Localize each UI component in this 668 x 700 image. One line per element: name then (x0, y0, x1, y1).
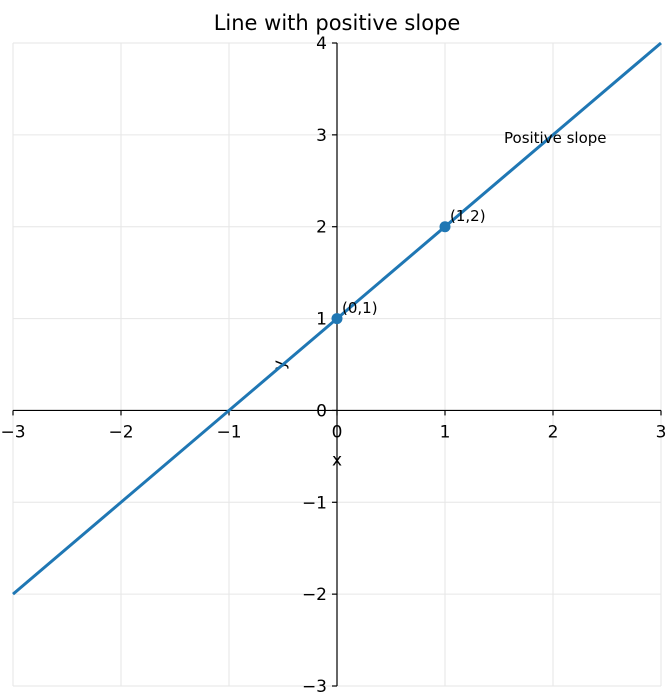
x-tick-label: −3 (0, 422, 25, 442)
x-tick-label: 3 (656, 422, 667, 442)
annotation: Positive slope (504, 129, 607, 147)
y-tick-label: 3 (316, 126, 327, 146)
y-tick-label: −2 (302, 585, 327, 605)
annotation: (1,2) (450, 207, 486, 225)
point (439, 221, 451, 233)
annotation: (0,1) (342, 299, 378, 317)
y-tick-label: −3 (302, 677, 327, 697)
chart-title: Line with positive slope (214, 11, 461, 35)
x-tick-label: 0 (332, 422, 343, 442)
x-tick-label: 1 (440, 422, 451, 442)
y-tick-label: 4 (316, 34, 327, 54)
y-tick-label: 2 (316, 218, 327, 238)
y-tick-label: 1 (316, 310, 327, 330)
x-tick-label: 2 (548, 422, 559, 442)
y-tick-label: 0 (316, 401, 327, 421)
y-axis-label: y (270, 360, 290, 370)
x-tick-label: −2 (108, 422, 133, 442)
x-tick-label: −1 (216, 422, 241, 442)
x-axis-label: x (332, 450, 342, 470)
point (331, 313, 343, 325)
y-tick-label: −1 (302, 493, 327, 513)
